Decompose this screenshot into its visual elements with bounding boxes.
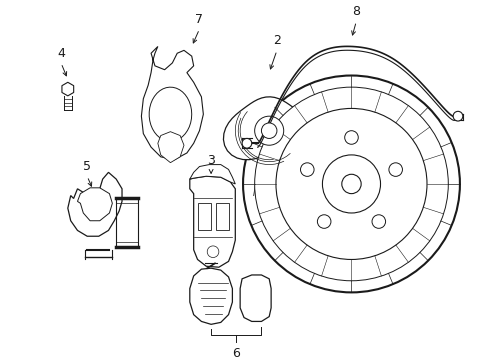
- Polygon shape: [149, 87, 191, 141]
- Circle shape: [254, 87, 447, 281]
- Polygon shape: [189, 176, 235, 267]
- Circle shape: [388, 163, 402, 176]
- Circle shape: [242, 139, 251, 148]
- Circle shape: [254, 116, 283, 145]
- Polygon shape: [240, 275, 270, 321]
- Polygon shape: [62, 82, 74, 96]
- Circle shape: [322, 155, 380, 213]
- Circle shape: [452, 111, 462, 121]
- Text: 5: 5: [83, 160, 91, 173]
- Circle shape: [344, 131, 358, 144]
- Text: 2: 2: [272, 35, 280, 48]
- Polygon shape: [189, 165, 235, 184]
- Polygon shape: [189, 268, 232, 324]
- Text: 7: 7: [195, 13, 203, 26]
- Polygon shape: [68, 172, 122, 236]
- Polygon shape: [158, 132, 183, 163]
- Circle shape: [275, 108, 426, 260]
- Polygon shape: [77, 188, 112, 221]
- Polygon shape: [197, 203, 211, 230]
- Circle shape: [341, 174, 361, 194]
- Text: 8: 8: [351, 5, 360, 18]
- Text: 6: 6: [232, 347, 240, 360]
- Circle shape: [300, 163, 313, 176]
- Text: 1: 1: [340, 134, 348, 147]
- Circle shape: [261, 123, 276, 139]
- Polygon shape: [216, 203, 228, 230]
- Polygon shape: [223, 97, 314, 160]
- Circle shape: [243, 76, 459, 292]
- Circle shape: [371, 215, 385, 228]
- Text: 3: 3: [207, 153, 215, 167]
- Circle shape: [317, 215, 330, 228]
- Circle shape: [207, 246, 219, 257]
- Text: 4: 4: [57, 47, 65, 60]
- Polygon shape: [141, 46, 203, 160]
